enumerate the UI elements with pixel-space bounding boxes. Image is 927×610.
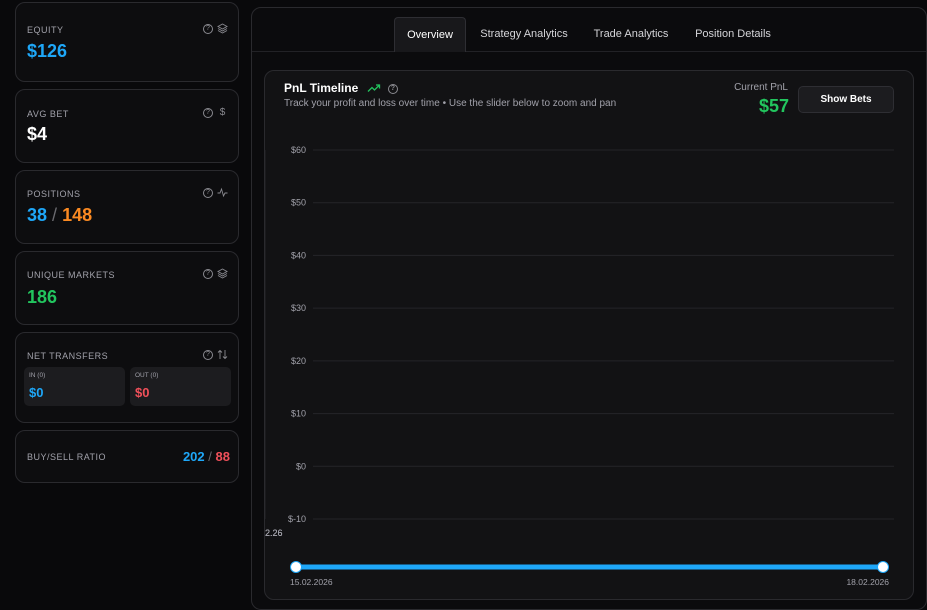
y-tick-label: $10 [291,409,306,419]
chart-title: PnL Timeline ? [284,81,398,96]
slider-end-date: 18.02.2026 [846,577,889,587]
y-tick-label: $20 [291,356,306,366]
y-tick-label: $40 [291,250,306,260]
sell-count: 88 [215,449,230,464]
unique-markets-label: UNIQUE MARKETS [27,270,116,280]
buy-sell-label: BUY/SELL RATIO [27,452,107,462]
x-tick-label: 16.02.26 [265,528,283,538]
activity-icon [217,187,228,198]
tab-position-details[interactable]: Position Details [695,28,771,40]
equity-card: EQUITY ? $126 [15,2,239,82]
net-transfers-label: NET TRANSFERS [27,351,109,361]
transfers-in-value: $0 [29,385,44,400]
positions-card: POSITIONS ? 38 / 148 [15,170,239,244]
x-tick-label: 18.02.26 [265,528,283,538]
positions-total: 148 [62,205,93,225]
pnl-chart: $-10 $0 $10 $20 $30 $40 $50 $60 16.02.2617.02.26… [265,71,894,573]
y-tick-label: $30 [291,303,306,313]
range-slider-end-handle[interactable] [877,561,889,573]
help-icon[interactable]: ? [387,83,398,94]
transfers-out-box: OUT (0) $0 [130,367,231,406]
slider-start-date: 15.02.2026 [290,577,333,587]
buy-count: 202 [182,449,205,464]
range-slider-start-handle[interactable] [290,561,302,573]
layers-icon [217,268,228,279]
transfers-in-box: IN (0) $0 [24,367,125,406]
current-pnl-label: Current PnL [734,82,788,93]
chart-title-text: PnL Timeline [284,81,359,95]
buy-sell-card: BUY/SELL RATIO 202 / 88 [15,430,239,483]
help-icon[interactable]: ? [203,107,213,118]
tab-strategy-analytics[interactable]: Strategy Analytics [480,28,568,40]
tab-overview[interactable]: Overview [394,17,466,52]
tab-trade-analytics[interactable]: Trade Analytics [593,28,669,40]
y-tick-label: $0 [296,461,306,471]
help-icon[interactable]: ? [203,349,213,360]
net-transfers-card: NET TRANSFERS ? IN (0) $0 OUT (0) $0 [15,332,239,423]
avg-bet-value: $4 [27,124,48,144]
chart-subtitle: Track your profit and loss over time • U… [284,98,617,109]
show-bets-button[interactable]: Show Bets [798,86,894,113]
help-icon[interactable]: ? [203,187,213,198]
dollar-icon: $ [219,107,226,118]
positions-value: 38 / 148 [27,205,92,226]
positions-separator: / [52,205,58,225]
transfers-out-label: OUT (0) [135,372,159,379]
layers-icon [217,23,228,34]
transfers-in-label: IN (0) [29,372,46,379]
y-tick-label: $50 [291,198,306,208]
equity-value: $126 [27,41,68,61]
buy-sell-separator: / [208,449,212,464]
y-tick-label: $60 [291,145,306,155]
x-tick-label: 17.02.26 [265,528,283,538]
unique-markets-card: UNIQUE MARKETS ? 186 [15,251,239,325]
positions-label: POSITIONS [27,189,81,199]
avg-bet-card: AVG BET ? $ $4 [15,89,239,163]
help-icon[interactable]: ? [203,23,213,34]
positions-open: 38 [27,205,48,225]
help-icon[interactable]: ? [203,268,213,279]
transfer-arrows-icon [217,349,228,360]
equity-label: EQUITY [27,25,64,35]
buy-sell-value: 202 / 88 [183,449,230,464]
avg-bet-label: AVG BET [27,109,69,119]
y-tick-label: $-10 [288,514,306,524]
unique-markets-value: 186 [27,287,58,307]
trending-up-icon [367,82,381,96]
current-pnl-value: $57 [758,96,789,116]
transfers-out-value: $0 [135,385,150,400]
pnl-chart-card: PnL Timeline ? Track your profit and los… [264,70,914,600]
